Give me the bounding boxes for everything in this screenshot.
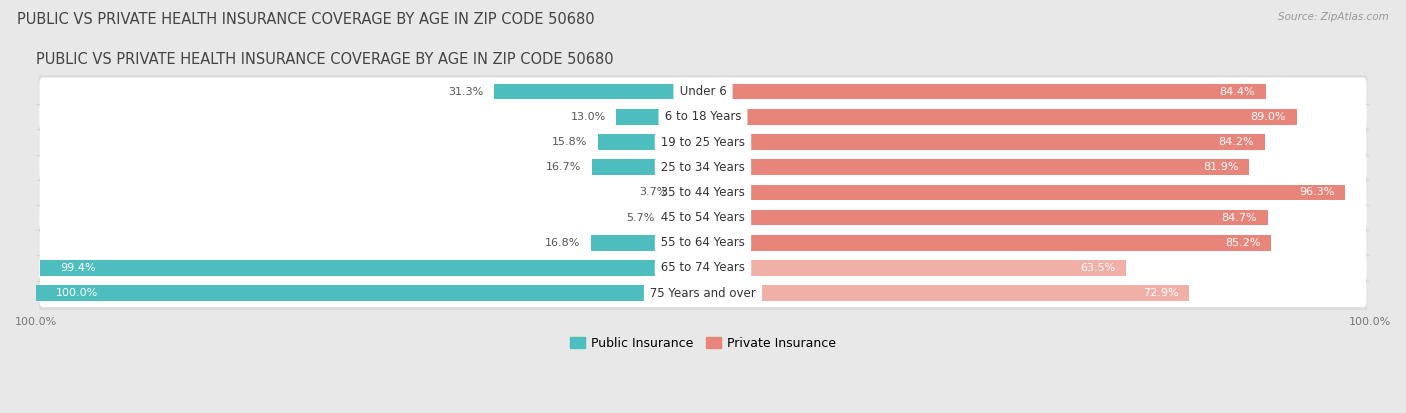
Text: 84.7%: 84.7% [1222, 213, 1257, 223]
Text: Source: ZipAtlas.com: Source: ZipAtlas.com [1278, 12, 1389, 22]
Text: PUBLIC VS PRIVATE HEALTH INSURANCE COVERAGE BY AGE IN ZIP CODE 50680: PUBLIC VS PRIVATE HEALTH INSURANCE COVER… [17, 12, 595, 27]
Text: 89.0%: 89.0% [1250, 112, 1286, 122]
Bar [703, 260, 1126, 276]
Text: 65 to 74 Years: 65 to 74 Years [657, 261, 749, 275]
FancyBboxPatch shape [39, 174, 1367, 211]
FancyBboxPatch shape [39, 204, 1367, 232]
Bar [616, 109, 703, 125]
Bar [703, 134, 1264, 150]
FancyBboxPatch shape [39, 279, 1367, 307]
Legend: Public Insurance, Private Insurance: Public Insurance, Private Insurance [565, 332, 841, 355]
Text: 45 to 54 Years: 45 to 54 Years [657, 211, 749, 224]
Bar [678, 185, 703, 200]
Text: 19 to 25 Years: 19 to 25 Years [657, 135, 749, 149]
Text: 75 Years and over: 75 Years and over [647, 287, 759, 300]
FancyBboxPatch shape [39, 149, 1367, 186]
Text: 84.2%: 84.2% [1218, 137, 1254, 147]
Text: 72.9%: 72.9% [1143, 288, 1178, 298]
Bar [598, 134, 703, 150]
Text: 63.5%: 63.5% [1081, 263, 1116, 273]
Text: 31.3%: 31.3% [449, 87, 484, 97]
FancyBboxPatch shape [39, 123, 1367, 161]
Text: 99.4%: 99.4% [60, 263, 96, 273]
Bar [703, 185, 1346, 200]
FancyBboxPatch shape [39, 103, 1367, 131]
Text: 13.0%: 13.0% [571, 112, 606, 122]
Bar [703, 84, 1265, 100]
Text: 15.8%: 15.8% [551, 137, 586, 147]
Bar [591, 235, 703, 251]
Bar [703, 285, 1189, 301]
Text: 100.0%: 100.0% [56, 288, 98, 298]
Bar [592, 159, 703, 175]
FancyBboxPatch shape [39, 229, 1367, 257]
FancyBboxPatch shape [39, 178, 1367, 206]
Bar [703, 109, 1296, 125]
FancyBboxPatch shape [39, 254, 1367, 282]
Text: 84.4%: 84.4% [1219, 87, 1256, 97]
Text: 81.9%: 81.9% [1204, 162, 1239, 172]
Bar [703, 210, 1268, 225]
Bar [703, 159, 1249, 175]
Bar [665, 210, 703, 225]
Text: 85.2%: 85.2% [1225, 238, 1261, 248]
Bar [37, 285, 703, 301]
Bar [495, 84, 703, 100]
FancyBboxPatch shape [39, 73, 1367, 110]
Bar [703, 235, 1271, 251]
FancyBboxPatch shape [39, 224, 1367, 261]
FancyBboxPatch shape [39, 275, 1367, 312]
FancyBboxPatch shape [39, 199, 1367, 236]
FancyBboxPatch shape [39, 98, 1367, 135]
Text: 25 to 34 Years: 25 to 34 Years [657, 161, 749, 174]
Text: 5.7%: 5.7% [626, 213, 654, 223]
FancyBboxPatch shape [39, 128, 1367, 156]
FancyBboxPatch shape [39, 153, 1367, 181]
Text: 3.7%: 3.7% [640, 188, 668, 197]
Text: 96.3%: 96.3% [1299, 188, 1334, 197]
Text: 35 to 44 Years: 35 to 44 Years [657, 186, 749, 199]
Text: PUBLIC VS PRIVATE HEALTH INSURANCE COVERAGE BY AGE IN ZIP CODE 50680: PUBLIC VS PRIVATE HEALTH INSURANCE COVER… [37, 52, 614, 67]
FancyBboxPatch shape [39, 249, 1367, 287]
Text: 16.8%: 16.8% [546, 238, 581, 248]
Text: 55 to 64 Years: 55 to 64 Years [657, 236, 749, 249]
FancyBboxPatch shape [39, 78, 1367, 106]
Text: 6 to 18 Years: 6 to 18 Years [661, 110, 745, 123]
Text: 16.7%: 16.7% [546, 162, 581, 172]
Bar [41, 260, 703, 276]
Text: Under 6: Under 6 [676, 85, 730, 98]
